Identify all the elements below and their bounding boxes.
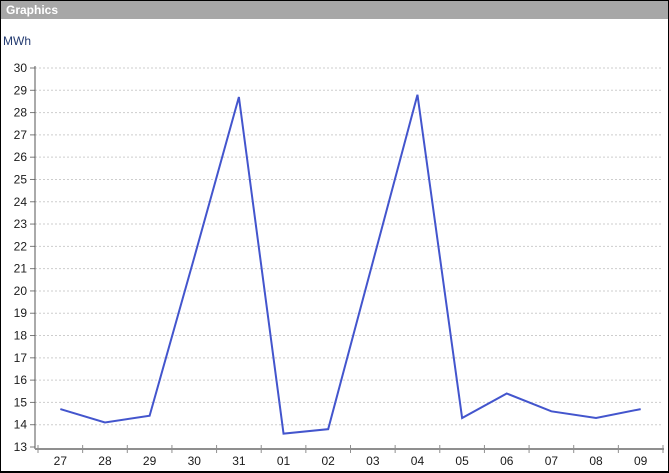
y-tick-label: 19: [14, 306, 28, 320]
y-tick-label: 16: [14, 373, 28, 387]
x-tick-label: 07: [545, 454, 559, 468]
y-tick-label: 18: [14, 329, 28, 343]
x-tick-label: 05: [455, 454, 469, 468]
x-tick-label: 08: [589, 454, 603, 468]
y-tick-label: 27: [14, 128, 28, 142]
y-tick-label: 21: [14, 262, 28, 276]
y-tick-label: 22: [14, 239, 28, 253]
y-axis-title: MWh: [3, 34, 31, 48]
y-tick-label: 28: [14, 106, 28, 120]
y-tick-label: 14: [14, 418, 28, 432]
x-tick-label: 02: [321, 454, 335, 468]
x-tick-label: 31: [232, 454, 246, 468]
window-titlebar[interactable]: Graphics: [1, 1, 668, 19]
y-tick-label: 30: [14, 61, 28, 75]
y-tick-label: 20: [14, 284, 28, 298]
y-tick-label: 15: [14, 395, 28, 409]
x-tick-label: 28: [98, 454, 112, 468]
x-tick-label: 27: [54, 454, 68, 468]
x-tick-label: 04: [411, 454, 425, 468]
y-tick-label: 13: [14, 440, 28, 454]
x-tick-label: 09: [634, 454, 648, 468]
y-tick-label: 29: [14, 83, 28, 97]
x-tick-label: 30: [188, 454, 202, 468]
y-tick-label: 17: [14, 351, 28, 365]
y-tick-label: 26: [14, 150, 28, 164]
x-tick-label: 29: [143, 454, 157, 468]
y-tick-label: 25: [14, 172, 28, 186]
window-title: Graphics: [6, 3, 59, 17]
series-line: [60, 94, 641, 435]
x-tick-label: 06: [500, 454, 514, 468]
y-tick-label: 24: [14, 195, 28, 209]
x-tick-label: 03: [366, 454, 380, 468]
y-tick-label: 23: [14, 217, 28, 231]
x-tick-label: 01: [277, 454, 291, 468]
